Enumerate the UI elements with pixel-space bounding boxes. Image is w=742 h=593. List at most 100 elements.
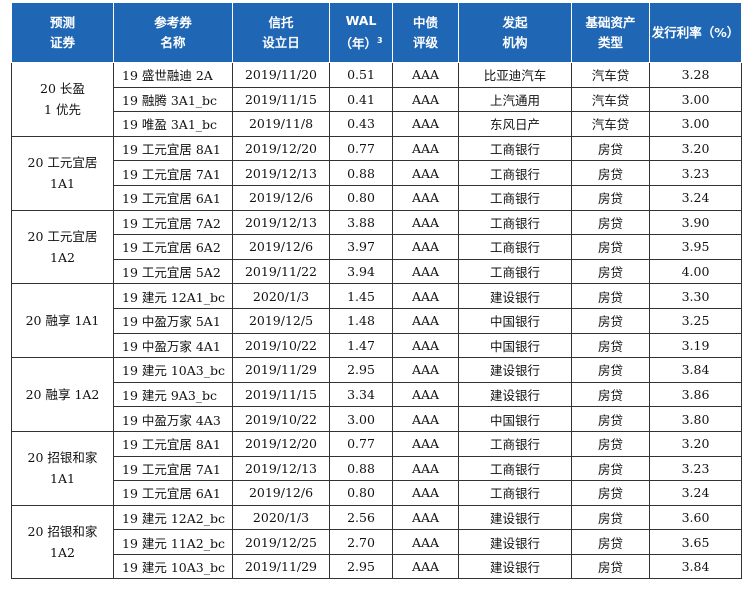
cell-rating: AAA (392, 529, 459, 555)
cell-rating: AAA (392, 62, 459, 88)
cell-rate: 3.20 (649, 430, 742, 457)
cell-wal: 2.70 (329, 529, 393, 555)
table-row: 19 工元宜居 6A1 2019/12/6 0.80 AAA 工商银行 房贷 3.24 (12, 184, 742, 211)
cell-rate: 3.60 (649, 504, 742, 531)
cell-rating: AAA (392, 234, 459, 260)
header-asset-type: 基础资产 类型 (571, 2, 650, 63)
table-row: 19 工元宜居 7A1 2019/12/13 0.88 AAA 工商银行 房贷 3.23 (12, 160, 742, 186)
cell-wal: 0.80 (329, 184, 393, 211)
cell-name: 19 工元宜居 8A1 (113, 430, 233, 457)
cell-wal: 3.97 (329, 234, 393, 260)
cell-wal: 2.56 (329, 504, 393, 531)
cell-date: 2019/12/5 (232, 307, 330, 334)
cell-org: 工商银行 (458, 234, 572, 260)
group-security-cell: 20 招银和家 1A1 (11, 430, 114, 506)
cell-date: 2019/12/20 (232, 135, 330, 162)
cell-date: 2019/12/13 (232, 209, 330, 236)
cell-type: 房贷 (571, 529, 650, 555)
cell-wal: 0.80 (329, 480, 393, 506)
cell-type: 房贷 (571, 234, 650, 260)
cell-org: 工商银行 (458, 160, 572, 186)
cell-wal: 0.77 (329, 135, 393, 162)
group-security-cell: 20 长盈 1 优先 (11, 62, 114, 137)
table-row: 20 融享 1A1 19 建元 12A1_bc 2020/1/3 1.45 AAA 建设银… (11, 283, 742, 359)
cell-rating: AAA (392, 258, 459, 285)
table-row: 19 工元宜居 5A2 2019/11/22 3.94 AAA 工商银行 房贷 4.00 (12, 258, 742, 285)
cell-rating: AAA (392, 406, 459, 432)
cell-org: 建设银行 (458, 553, 572, 580)
cell-name: 19 建元 10A3_bc (113, 553, 233, 580)
cell-org: 建设银行 (458, 283, 572, 309)
cell-date: 2020/1/3 (232, 283, 330, 309)
cell-org: 东风日产 (458, 111, 572, 137)
cell-type: 房贷 (571, 430, 650, 457)
cell-org: 中国银行 (458, 406, 572, 432)
cell-name: 19 建元 10A3_bc (113, 357, 233, 383)
cell-name: 19 中盈万家 4A1 (113, 332, 233, 359)
cell-type: 房贷 (571, 553, 650, 580)
cell-type: 房贷 (571, 209, 650, 236)
cell-name: 19 工元宜居 6A1 (113, 184, 233, 211)
cell-type: 房贷 (571, 480, 650, 506)
cell-org: 工商银行 (458, 209, 572, 236)
cell-date: 2019/10/22 (232, 332, 330, 359)
cell-rating: AAA (392, 307, 459, 334)
cell-rating: AAA (392, 553, 459, 580)
cell-rate: 3.95 (649, 234, 742, 260)
cell-date: 2019/12/13 (232, 160, 330, 186)
cell-wal: 1.47 (329, 332, 393, 359)
cell-rate: 3.19 (649, 332, 742, 359)
cell-org: 工商银行 (458, 258, 572, 285)
cell-name: 19 中盈万家 4A3 (113, 406, 233, 432)
group-security-cell: 20 融享 1A2 (11, 357, 114, 432)
cell-rating: AAA (392, 135, 459, 162)
table-row: 19 工元宜居 6A2 2019/12/6 3.97 AAA 工商银行 房贷 3.95 (12, 234, 742, 260)
cell-name: 19 工元宜居 8A1 (113, 135, 233, 162)
group-security-cell: 20 融享 1A1 (11, 283, 114, 359)
cell-name: 19 唯盈 3A1_bc (113, 111, 233, 137)
cell-name: 19 工元宜居 7A1 (113, 455, 233, 482)
header-row: 预测 证券 参考券 名称 信托 设立日 WAL （年）3 中债 评级 发起 机构 基础资产类… (11, 2, 742, 63)
cell-wal: 0.43 (329, 111, 393, 137)
cell-rate: 3.24 (649, 480, 742, 506)
cell-wal: 0.77 (329, 430, 393, 457)
cell-wal: 2.95 (329, 553, 393, 580)
cell-rate: 3.84 (649, 357, 742, 383)
header-security: 预测 证券 (11, 2, 114, 63)
cell-wal: 2.95 (329, 357, 393, 383)
cell-rating: AAA (392, 160, 459, 186)
header-rating: 中债 评级 (392, 2, 459, 63)
cell-type: 房贷 (571, 283, 650, 309)
table-row: 19 中盈万家 5A1 2019/12/5 1.48 AAA 中国银行 房贷 3.25 (12, 307, 742, 334)
header-originator: 发起 机构 (458, 2, 572, 63)
cell-date: 2019/11/20 (232, 62, 330, 88)
group-security-cell: 20 工元宜居 1A1 (11, 135, 114, 211)
cell-org: 工商银行 (458, 455, 572, 482)
cell-date: 2019/11/8 (232, 111, 330, 137)
cell-date: 2019/12/6 (232, 480, 330, 506)
cell-rate: 3.30 (649, 283, 742, 309)
cell-org: 建设银行 (458, 529, 572, 555)
data-table: 预测 证券 参考券 名称 信托 设立日 WAL （年）3 中债 评级 发起 机构 基础资产类… (11, 2, 742, 580)
table-row: 20 工元宜居 1A1 19 工元宜居 8A1 2019/12/20 0.77 AAA 工商… (11, 135, 742, 211)
table-row: 19 融腾 3A1_bc 2019/11/15 0.41 AAA 上汽通用 汽车贷 3.00 (12, 86, 742, 113)
cell-wal: 0.88 (329, 455, 393, 482)
cell-rate: 3.28 (649, 62, 742, 88)
cell-rate: 3.23 (649, 455, 742, 482)
table-container: 预测 证券 参考券 名称 信托 设立日 WAL （年）3 中债 评级 发起 机构 基础资产类… (11, 2, 742, 580)
cell-date: 2020/1/3 (232, 504, 330, 531)
cell-type: 房贷 (571, 332, 650, 359)
cell-rate: 3.00 (649, 111, 742, 137)
cell-name: 19 工元宜居 6A1 (113, 480, 233, 506)
table-row: 20 招银和家 1A2 19 建元 12A2_bc 2020/1/3 2.56 AAA 建设… (11, 504, 742, 580)
cell-org: 工商银行 (458, 480, 572, 506)
table-row: 20 长盈 1 优先 19 盛世融迪 2A 2019/11/20 0.51 AAA 比亚迪汽… (11, 62, 742, 137)
table-row: 20 工元宜居 1A2 19 工元宜居 7A2 2019/12/13 3.88 AAA 工商… (11, 209, 742, 285)
cell-rate: 3.65 (649, 529, 742, 555)
table-row: 19 中盈万家 4A3 2019/10/22 3.00 AAA 中国银行 房贷 3.80 (12, 406, 742, 432)
cell-type: 房贷 (571, 258, 650, 285)
cell-name: 19 建元 9A3_bc (113, 381, 233, 408)
cell-date: 2019/12/6 (232, 184, 330, 211)
cell-type: 房贷 (571, 381, 650, 408)
group-security-cell: 20 招银和家 1A2 (11, 504, 114, 580)
